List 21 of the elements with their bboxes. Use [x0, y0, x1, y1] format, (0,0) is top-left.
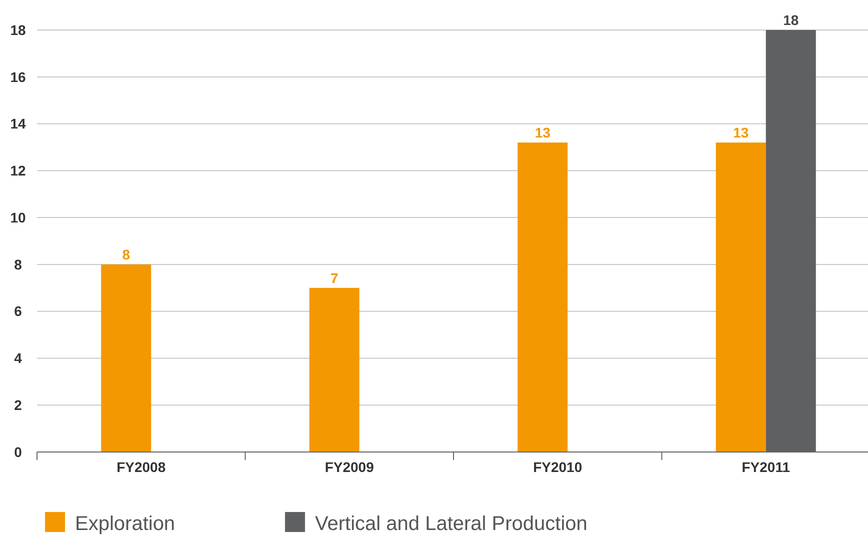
- x-tick-label: FY2011: [742, 459, 790, 475]
- y-tick-label: 6: [14, 303, 22, 320]
- y-tick-label: 2: [14, 397, 22, 414]
- x-tick-label: FY2009: [324, 459, 374, 475]
- y-tick-label: 12: [10, 162, 26, 179]
- y-tick-label: 16: [10, 68, 26, 85]
- x-tick-label: FY2010: [533, 459, 582, 475]
- y-tick-label: 8: [14, 256, 22, 272]
- x-tick-label: FY2008: [116, 459, 166, 475]
- legend-label: Vertical and Lateral Production: [315, 513, 588, 535]
- y-tick-label: 0: [14, 444, 22, 460]
- y-tick-label: 10: [10, 209, 26, 226]
- data-label: 13: [534, 124, 551, 141]
- y-tick-label: 18: [10, 22, 26, 38]
- data-label: 8: [122, 246, 130, 262]
- y-tick-label: 4: [14, 350, 22, 366]
- y-tick-label: 14: [10, 116, 26, 132]
- data-label: 18: [783, 12, 799, 28]
- data-label: 13: [733, 124, 749, 141]
- data-label: 7: [330, 270, 338, 286]
- legend-label: Exploration: [75, 513, 176, 535]
